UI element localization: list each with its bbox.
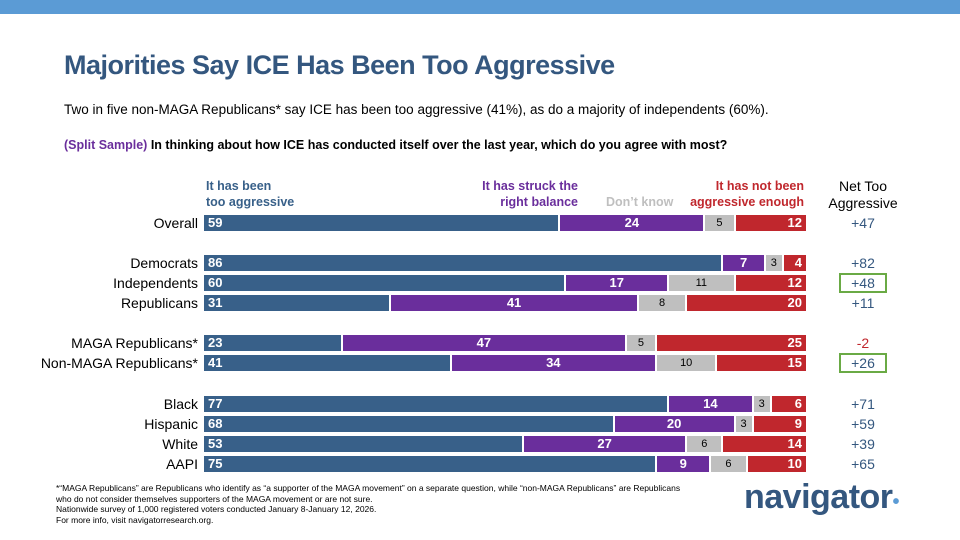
legend-dont-know: Don’t know (606, 195, 674, 209)
bar-segment-too-aggressive: 86 (204, 255, 722, 271)
bar-segment-dont-know: 3 (753, 396, 770, 412)
legend-line: It has struck the (482, 179, 578, 193)
bar-segment-not-aggressive-enough: 4 (783, 255, 806, 271)
net-value: +26 (839, 353, 887, 373)
bar-segment-right-balance: 34 (451, 355, 655, 371)
net-value: +48 (839, 273, 887, 293)
bar-segment-dont-know: 8 (638, 295, 686, 311)
bar-segment-right-balance: 14 (669, 396, 752, 412)
bar-segment-not-aggressive-enough: 12 (735, 215, 806, 231)
row-label: MAGA Republicans* (71, 335, 198, 351)
navigator-logo: navigator• (744, 478, 900, 516)
net-value: +65 (851, 456, 875, 472)
bar-segment-right-balance: 17 (566, 275, 668, 291)
net-value: +82 (851, 255, 875, 271)
legend-line: too aggressive (206, 195, 295, 209)
net-value: +59 (851, 416, 875, 432)
bar-segment-not-aggressive-enough: 12 (735, 275, 806, 291)
bar-segment-right-balance: 41 (391, 295, 637, 311)
row-label: AAPI (166, 456, 198, 472)
legend-line: aggressive enough (690, 195, 804, 209)
footnotes: *“MAGA Republicans” are Republicans who … (56, 483, 696, 525)
legend-not-aggressive-enough: It has not been aggressive enough (680, 178, 804, 210)
bar-segment-too-aggressive: 75 (204, 456, 655, 472)
split-sample-tag: (Split Sample) (64, 138, 148, 152)
bar-segment-too-aggressive: 53 (204, 436, 523, 452)
bar-segment-dont-know: 5 (626, 335, 655, 351)
bar-segment-not-aggressive-enough: 10 (747, 456, 806, 472)
row-label: Hispanic (144, 416, 198, 432)
bar-segment-right-balance: 9 (657, 456, 710, 472)
bar-segment-too-aggressive: 23 (204, 335, 341, 351)
bar-segment-too-aggressive: 31 (204, 295, 390, 311)
bar-segment-too-aggressive: 60 (204, 275, 565, 291)
net-value: +71 (851, 396, 875, 412)
bar-segment-dont-know: 3 (735, 416, 752, 432)
net-value: -2 (856, 335, 870, 351)
bar-segment-too-aggressive: 77 (204, 396, 668, 412)
bar-segment-too-aggressive: 59 (204, 215, 559, 231)
bar-segment-too-aggressive: 68 (204, 416, 613, 432)
bar-segment-dont-know: 11 (669, 275, 734, 291)
row-label: White (162, 436, 198, 452)
bar-segment-too-aggressive: 41 (204, 355, 450, 371)
footnote-more-info: For more info, visit navigatorresearch.o… (56, 514, 214, 525)
row-label: Black (163, 396, 198, 412)
subtitle: Two in five non-MAGA Republicans* say IC… (64, 102, 769, 117)
bar-segment-not-aggressive-enough: 25 (657, 335, 806, 351)
legend-line: right balance (500, 195, 578, 209)
bar-segment-right-balance: 20 (614, 416, 734, 432)
footnote-definition: *“MAGA Republicans” are Republicans who … (56, 483, 681, 504)
bar-segment-not-aggressive-enough: 14 (723, 436, 806, 452)
bar-segment-dont-know: 6 (711, 456, 746, 472)
net-header-line: Aggressive (828, 195, 898, 211)
bar-segment-not-aggressive-enough: 6 (771, 396, 806, 412)
legend-line: It has been (206, 179, 272, 193)
bar-segment-right-balance: 7 (723, 255, 764, 271)
bar-segment-right-balance: 24 (560, 215, 704, 231)
legend-too-aggressive: It has been too aggressive (206, 178, 294, 210)
footnote-methodology: Nationwide survey of 1,000 registered vo… (56, 504, 377, 514)
net-value: +39 (851, 436, 875, 452)
net-value: +47 (851, 215, 875, 231)
bar-segment-right-balance: 27 (524, 436, 686, 452)
bar-segment-dont-know: 3 (765, 255, 782, 271)
row-label: Independents (113, 275, 198, 291)
row-label: Overall (153, 215, 198, 231)
bar-segment-not-aggressive-enough: 15 (717, 355, 806, 371)
net-value: +11 (851, 295, 875, 311)
page-title: Majorities Say ICE Has Been Too Aggressi… (64, 50, 615, 80)
row-label: Republicans (120, 295, 198, 311)
bar-segment-dont-know: 6 (687, 436, 722, 452)
question-text: In thinking about how ICE has conducted … (147, 138, 728, 152)
net-header-line: Net Too (839, 178, 887, 194)
bar-segment-dont-know: 5 (705, 215, 734, 231)
top-banner (0, 0, 960, 14)
bar-segment-not-aggressive-enough: 20 (687, 295, 806, 311)
row-label: Democrats (130, 255, 198, 271)
bar-segment-not-aggressive-enough: 9 (753, 416, 806, 432)
question: (Split Sample) In thinking about how ICE… (64, 138, 727, 152)
net-header: Net Too Aggressive (820, 178, 906, 212)
row-label: Non-MAGA Republicans* (40, 355, 198, 371)
bar-segment-dont-know: 10 (657, 355, 716, 371)
legend-line: It has not been (715, 179, 804, 193)
legend-right-balance: It has struck the right balance (470, 178, 578, 210)
bar-segment-right-balance: 47 (342, 335, 625, 351)
